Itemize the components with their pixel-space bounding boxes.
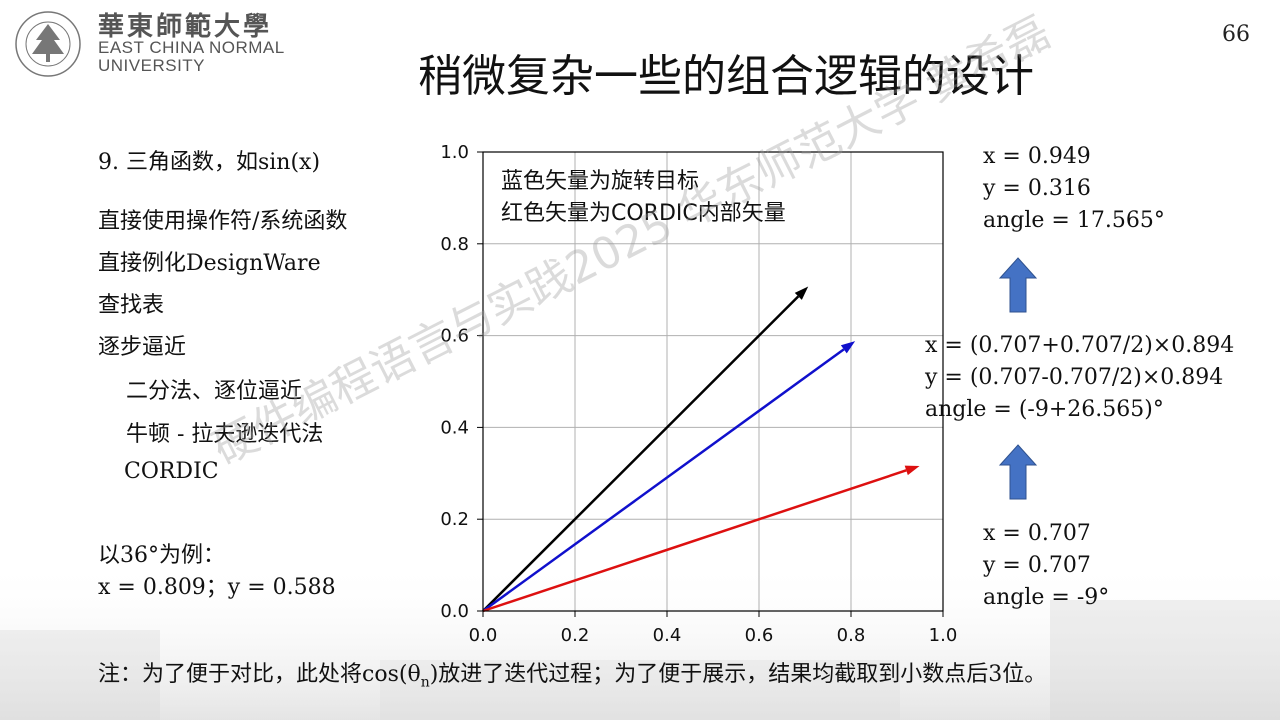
footnote-prefix: 注：为了便于对比，此处将cos(θ	[98, 662, 421, 687]
vector-arrowhead	[904, 465, 920, 476]
x-tick-label: 0.2	[561, 625, 590, 646]
vector-line	[482, 469, 907, 613]
up-arrow-icon	[998, 444, 1038, 500]
method-item: 查找表	[98, 293, 165, 318]
chart-annotation-line: 红色矢量为CORDIC内部矢量	[501, 201, 786, 226]
vector-arrowhead	[840, 341, 856, 354]
initial-y: y = 0.707	[983, 553, 1091, 578]
x-tick-label: 0.8	[837, 625, 866, 646]
example-label: 以36°为例：	[98, 543, 225, 568]
vector-line	[482, 295, 800, 612]
chart-annotation-line: 蓝色矢量为旋转目标	[501, 169, 699, 194]
x-tick-label: 0.0	[469, 625, 498, 646]
iteration-y: y = (0.707-0.707/2)×0.894	[925, 365, 1224, 390]
vector-arrowhead	[794, 286, 809, 300]
method-item: 逐步逼近	[98, 335, 187, 360]
y-tick-label: 1.0	[440, 142, 469, 163]
iteration-angle: angle = (-9+26.565)°	[925, 397, 1164, 422]
page-number: 66	[1222, 22, 1250, 47]
x-tick-label: 0.6	[745, 625, 774, 646]
x-tick-label: 1.0	[929, 625, 958, 646]
university-name-cn: 華東師範大學	[98, 12, 273, 42]
method-item: 直接例化DesignWare	[98, 251, 321, 276]
plot-frame	[482, 151, 944, 612]
chart-vectors	[482, 286, 920, 613]
x-tick-label: 0.4	[653, 625, 682, 646]
y-tick-label: 0.0	[440, 601, 469, 622]
method-subitem: CORDIC	[124, 459, 219, 484]
y-tick-label: 0.2	[440, 509, 469, 530]
initial-x: x = 0.707	[983, 521, 1091, 546]
university-name-en-line1: EAST CHINA NORMAL	[98, 38, 285, 57]
y-tick-label: 0.4	[440, 417, 469, 438]
footnote-subscript: n	[420, 674, 430, 691]
footnote: 注：为了便于对比，此处将cos(θn)放进了迭代过程；为了便于展示，结果均截取到…	[98, 656, 1046, 690]
university-name-en-line2: UNIVERSITY	[98, 56, 206, 75]
iteration-x: x = (0.707+0.707/2)×0.894	[925, 333, 1235, 358]
y-tick-label: 0.8	[440, 234, 469, 255]
up-arrow-icon	[998, 257, 1038, 313]
result-y: y = 0.316	[983, 176, 1091, 201]
footnote-suffix: )放进了迭代过程；为了便于展示，结果均截取到小数点后3位。	[429, 662, 1047, 687]
result-x: x = 0.949	[983, 144, 1091, 169]
method-subitem: 牛顿 - 拉夫逊迭代法	[126, 422, 324, 447]
university-seal-logo	[15, 11, 81, 77]
chart-ticks: 0.0 0.2 0.4 0.6 0.8 1.0 0.0 0.2 0.4 0.6 0.8 1.0	[440, 142, 957, 646]
y-tick-label: 0.6	[440, 326, 469, 347]
method-subitem: 二分法、逐位逼近	[126, 379, 303, 404]
example-values: x = 0.809；y = 0.588	[98, 575, 336, 600]
initial-angle: angle = -9°	[983, 585, 1110, 610]
slide-title: 稍微复杂一些的组合逻辑的设计	[418, 51, 1034, 102]
background-campus-image	[0, 560, 1280, 720]
method-item: 直接使用操作符/系统函数	[98, 209, 348, 234]
result-angle: angle = 17.565°	[983, 208, 1165, 233]
topic-heading: 9. 三角函数，如sin(x)	[98, 150, 321, 175]
cordic-vector-chart: 0.0 0.2 0.4 0.6 0.8 1.0 0.0 0.2 0.4 0.6 0.8 1.0 蓝色矢…	[440, 142, 957, 646]
vector-line	[482, 348, 845, 613]
